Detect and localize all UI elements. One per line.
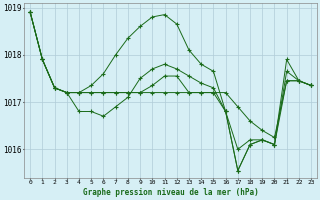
X-axis label: Graphe pression niveau de la mer (hPa): Graphe pression niveau de la mer (hPa) <box>83 188 259 197</box>
